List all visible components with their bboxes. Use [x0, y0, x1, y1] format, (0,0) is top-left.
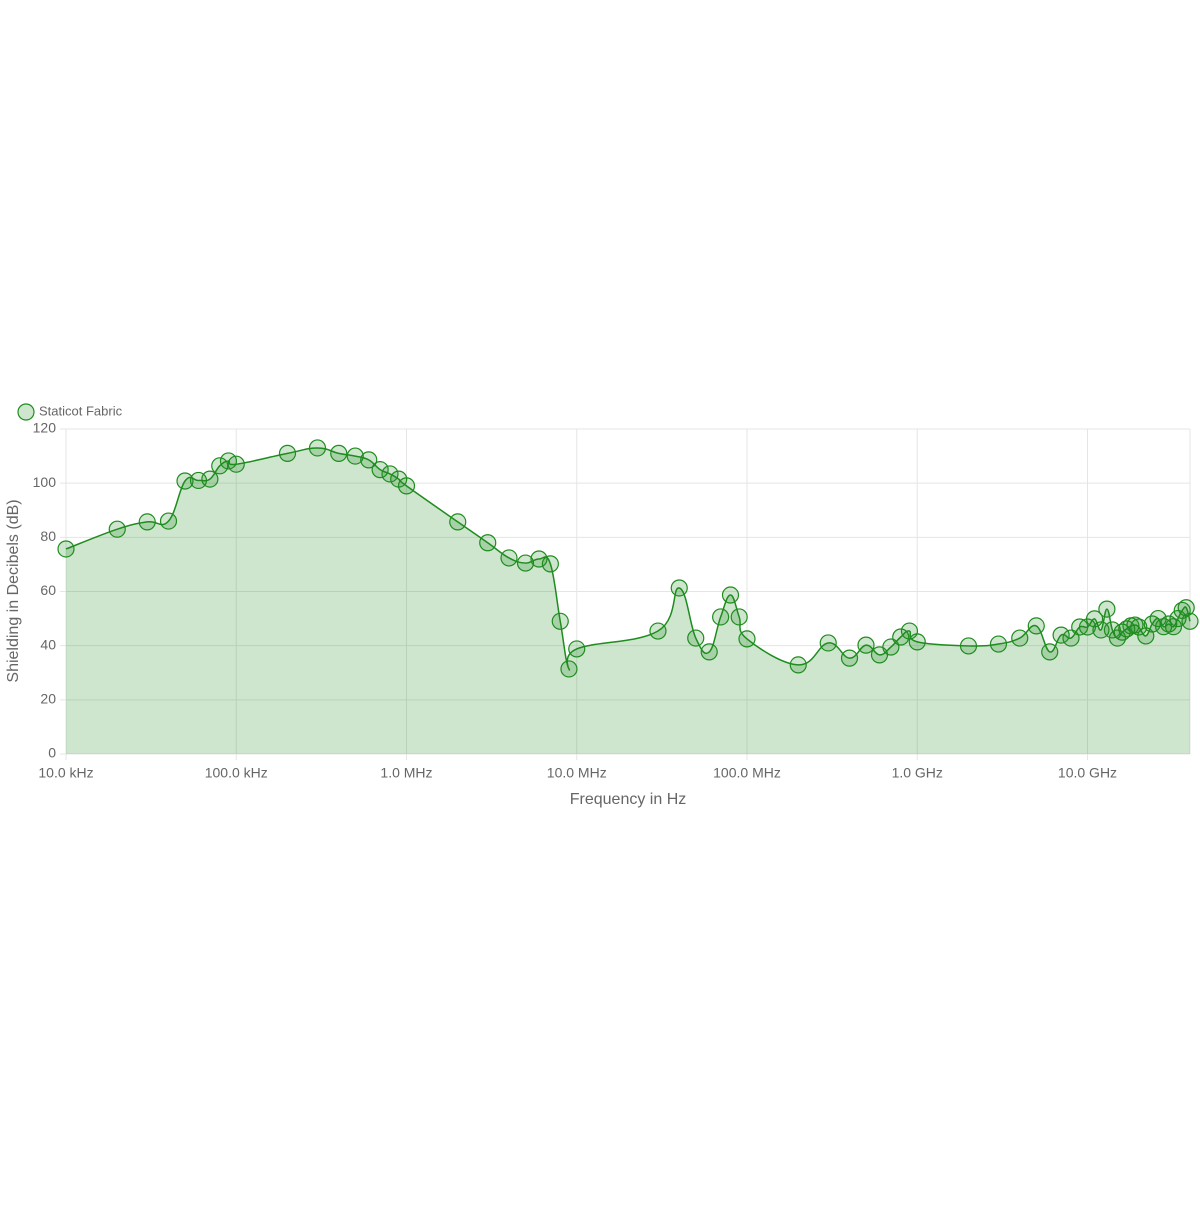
point	[541, 555, 559, 573]
x-tick-label: 100.0 kHz	[205, 765, 268, 781]
point	[57, 540, 75, 558]
legend-marker	[17, 403, 35, 421]
x-tick-label: 100.0 MHz	[713, 765, 781, 781]
point	[516, 554, 535, 572]
point	[649, 622, 667, 640]
point	[1011, 629, 1029, 647]
area	[66, 447, 1190, 754]
point	[108, 520, 126, 538]
point	[1164, 618, 1183, 636]
y-axis-label: Shielding in Decibels (dB)	[5, 499, 22, 682]
y-tick-label: 0	[48, 745, 56, 761]
point	[371, 461, 389, 479]
point	[568, 640, 586, 658]
point	[479, 534, 497, 552]
y-tick-label: 40	[40, 636, 56, 652]
point	[397, 477, 416, 495]
point	[560, 660, 578, 678]
point	[1160, 615, 1178, 633]
point	[840, 649, 859, 667]
point	[500, 549, 518, 567]
point	[211, 457, 229, 475]
x-tick-label: 10.0 kHz	[38, 765, 93, 781]
point	[687, 629, 705, 647]
point	[1052, 626, 1070, 644]
point	[892, 628, 910, 646]
x-tick-label: 1.0 MHz	[380, 765, 432, 781]
point	[138, 513, 156, 531]
point	[176, 472, 194, 490]
point	[712, 608, 730, 626]
point	[1155, 618, 1173, 636]
point	[908, 633, 926, 651]
x-tick-label: 10.0 MHz	[547, 765, 607, 781]
point	[1181, 612, 1199, 630]
point	[381, 465, 399, 483]
point	[308, 439, 327, 457]
point	[819, 634, 837, 652]
point	[730, 608, 748, 626]
point	[1098, 600, 1116, 618]
point	[721, 586, 740, 604]
point	[857, 636, 875, 654]
point	[789, 656, 807, 674]
point	[201, 470, 219, 488]
point	[989, 635, 1008, 653]
point	[449, 513, 467, 531]
point	[159, 512, 178, 530]
point	[700, 643, 718, 661]
x-tick-label: 1.0 GHz	[892, 765, 943, 781]
y-tick-label: 100	[33, 474, 57, 490]
point	[959, 637, 978, 655]
point	[360, 451, 378, 469]
x-axis-label: Frequency in Hz	[570, 791, 687, 808]
point	[1177, 599, 1195, 617]
point	[346, 447, 364, 465]
point	[1130, 618, 1148, 636]
point	[670, 579, 688, 597]
point	[278, 444, 297, 462]
y-tick-label: 60	[40, 582, 56, 598]
y-tick-label: 20	[40, 691, 56, 707]
legend-label: Staticot Fabric	[39, 403, 123, 418]
x-tick-label: 10.0 GHz	[1058, 765, 1117, 781]
point	[1041, 643, 1059, 661]
point	[330, 444, 348, 462]
y-tick-label: 80	[40, 528, 56, 544]
point	[551, 612, 569, 630]
point	[738, 630, 756, 648]
point	[227, 455, 245, 473]
y-tick-label: 120	[33, 420, 57, 436]
point	[1027, 617, 1045, 635]
